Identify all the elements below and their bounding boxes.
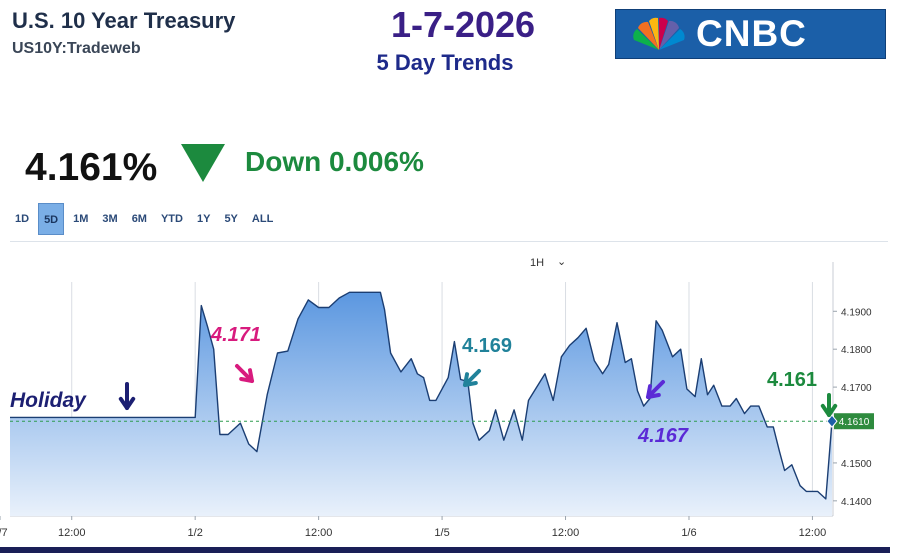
annotation-4169: 4.169 [462, 335, 512, 357]
down-arrow-icon [118, 382, 136, 410]
range-button-all[interactable]: ALL [251, 213, 274, 225]
page-title: U.S. 10 Year Treasury [12, 8, 236, 33]
x-tick-label: 1/7 [0, 527, 8, 539]
down-left-arrow-icon [463, 369, 481, 387]
x-tick-label: 1/6 [681, 527, 696, 539]
annotation-4161: 4.161 [767, 369, 817, 391]
x-tick-label: 12:00 [552, 527, 580, 539]
peacock-icon [633, 17, 685, 50]
current-value-marker [826, 414, 838, 429]
y-tick-label: 4.1400 [841, 497, 872, 508]
current-value-label: 4.1610 [839, 417, 870, 428]
divider [10, 241, 888, 242]
current-value-badge [834, 413, 874, 430]
y-tick-label: 4.1500 [841, 459, 872, 470]
down-triangle-icon [181, 144, 225, 182]
date-heading: 1-7-2026 [390, 4, 536, 45]
logo-wordmark: CNBC [696, 13, 807, 54]
down-right-arrow-icon [235, 364, 254, 383]
annotation-4171: 4.171 [210, 324, 261, 346]
range-button-1m[interactable]: 1M [73, 213, 89, 225]
ticker-label: US10Y:Tradeweb [12, 40, 141, 57]
x-tick-label: 1/5 [434, 527, 449, 539]
range-button-1d[interactable]: 1D [15, 213, 30, 225]
y-tick-label: 4.1800 [841, 345, 872, 356]
bottom-border [0, 547, 890, 553]
down-left-arrow-icon [646, 380, 665, 399]
annotation-holiday: Holiday [10, 389, 87, 412]
y-tick-label: 4.1900 [841, 307, 872, 318]
annotation-4167: 4.167 [637, 425, 689, 447]
series-area [10, 292, 832, 516]
range-button-6m[interactable]: 6M [131, 213, 147, 225]
interval-select[interactable]: 1H [530, 257, 545, 269]
series-line [10, 291, 833, 500]
range-button-ytd[interactable]: YTD [160, 213, 183, 225]
x-tick-label: 1/2 [188, 527, 203, 539]
down-arrow-icon [820, 393, 838, 417]
yield-change: Down 0.006% [245, 146, 424, 177]
x-tick-label: 12:00 [305, 527, 333, 539]
range-button-1y[interactable]: 1Y [196, 213, 211, 225]
trend-heading: 5 Day Trends [376, 50, 514, 75]
y-tick-label: 4.1700 [841, 383, 872, 394]
range-button-5d[interactable]: 5D [38, 203, 65, 235]
time-range-selector: 1D 5D 1M 3M 6M YTD 1Y 5Y ALL [10, 203, 282, 235]
range-button-3m[interactable]: 3M [102, 213, 118, 225]
x-tick-label: 12:00 [58, 527, 86, 539]
cnbc-logo: CNBC [615, 9, 886, 59]
current-yield: 4.161% [25, 146, 158, 189]
chevron-down-icon[interactable]: ⌄ [557, 256, 567, 268]
range-button-5y[interactable]: 5Y [224, 213, 238, 225]
x-tick-label: 12:00 [799, 527, 827, 539]
